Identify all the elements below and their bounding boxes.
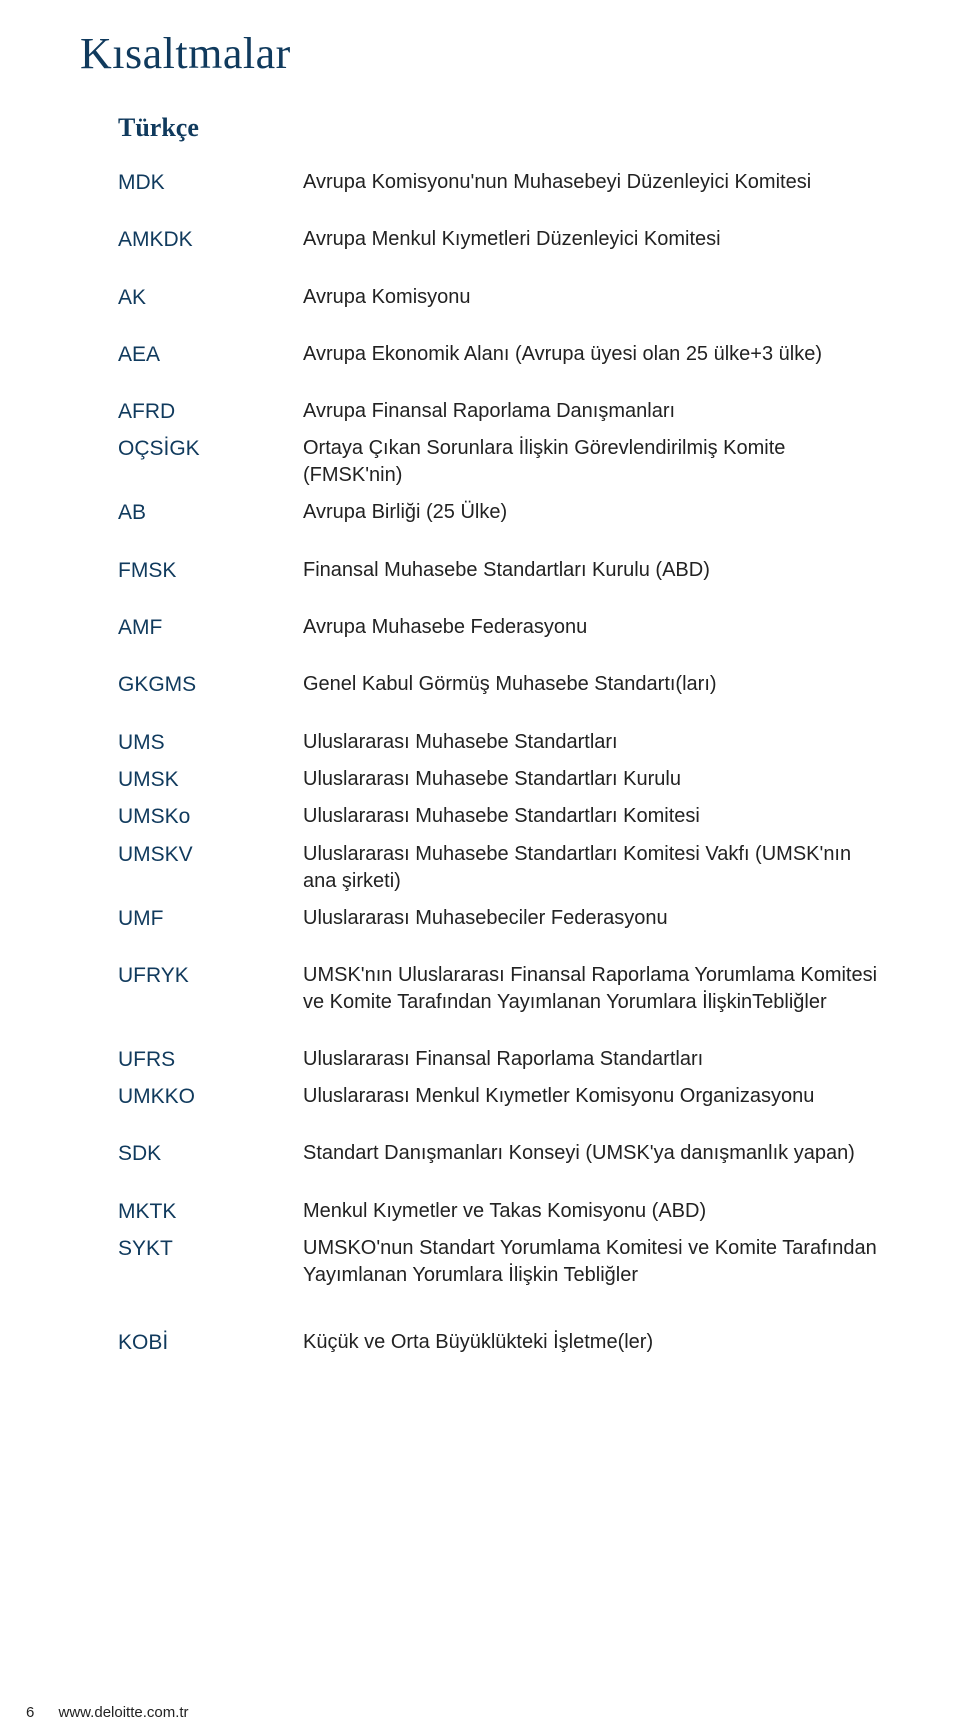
- abbreviation-row: UFRSUluslararası Finansal Raporlama Stan…: [118, 1046, 880, 1073]
- abbreviation-term: UFRS: [118, 1046, 303, 1073]
- page-number: 6: [26, 1704, 34, 1721]
- abbreviation-definition: Ortaya Çıkan Sorunlara İlişkin Görevlend…: [303, 435, 880, 489]
- abbreviation-term: UMSK: [118, 766, 303, 793]
- abbreviation-row: UMSKoUluslararası Muhasebe Standartları …: [118, 803, 880, 830]
- abbreviation-definition: Avrupa Komisyonu: [303, 284, 880, 311]
- page: Kısaltmalar Türkçe MDKAvrupa Komisyonu'n…: [0, 0, 960, 1729]
- abbreviation-list: MDKAvrupa Komisyonu'nun Muhasebeyi Düzen…: [118, 169, 880, 1356]
- abbreviation-term: KOBİ: [118, 1329, 303, 1356]
- abbreviation-term: AMF: [118, 614, 303, 641]
- page-title: Kısaltmalar: [80, 28, 880, 79]
- abbreviation-row: ABAvrupa Birliği (25 Ülke): [118, 499, 880, 526]
- abbreviation-definition: Uluslararası Muhasebe Standartları Komit…: [303, 841, 880, 895]
- abbreviation-row: FMSKFinansal Muhasebe Standartları Kurul…: [118, 557, 880, 584]
- abbreviation-term: FMSK: [118, 557, 303, 584]
- abbreviation-term: SDK: [118, 1140, 303, 1167]
- abbreviation-row: AMFAvrupa Muhasebe Federasyonu: [118, 614, 880, 641]
- abbreviation-definition: Uluslararası Finansal Raporlama Standart…: [303, 1046, 880, 1073]
- abbreviation-row: GKGMSGenel Kabul Görmüş Muhasebe Standar…: [118, 671, 880, 698]
- abbreviation-row: AEAAvrupa Ekonomik Alanı (Avrupa üyesi o…: [118, 341, 880, 368]
- section-subtitle: Türkçe: [118, 113, 880, 143]
- abbreviation-row: SDKStandart Danışmanları Konseyi (UMSK'y…: [118, 1140, 880, 1167]
- abbreviation-definition: UMSKO'nun Standart Yorumlama Komitesi ve…: [303, 1235, 880, 1289]
- abbreviation-row: UMFUluslararası Muhasebeciler Federasyon…: [118, 905, 880, 932]
- abbreviation-term: GKGMS: [118, 671, 303, 698]
- abbreviation-definition: Menkul Kıymetler ve Takas Komisyonu (ABD…: [303, 1198, 880, 1225]
- abbreviation-term: AFRD: [118, 398, 303, 425]
- abbreviation-definition: Avrupa Ekonomik Alanı (Avrupa üyesi olan…: [303, 341, 880, 368]
- abbreviation-term: UMSKV: [118, 841, 303, 868]
- abbreviation-definition: Avrupa Finansal Raporlama Danışmanları: [303, 398, 880, 425]
- abbreviation-row: AFRDAvrupa Finansal Raporlama Danışmanla…: [118, 398, 880, 425]
- abbreviation-term: SYKT: [118, 1235, 303, 1262]
- abbreviation-row: UMSKUluslararası Muhasebe Standartları K…: [118, 766, 880, 793]
- abbreviation-term: UFRYK: [118, 962, 303, 989]
- abbreviation-definition: Standart Danışmanları Konseyi (UMSK'ya d…: [303, 1140, 880, 1167]
- abbreviation-definition: Avrupa Komisyonu'nun Muhasebeyi Düzenley…: [303, 169, 880, 196]
- abbreviation-row: MKTKMenkul Kıymetler ve Takas Komisyonu …: [118, 1198, 880, 1225]
- abbreviation-term: AEA: [118, 341, 303, 368]
- abbreviation-definition: Finansal Muhasebe Standartları Kurulu (A…: [303, 557, 880, 584]
- abbreviation-row: UMSKVUluslararası Muhasebe Standartları …: [118, 841, 880, 895]
- abbreviation-definition: Uluslararası Muhasebe Standartları Kurul…: [303, 766, 880, 793]
- abbreviation-definition: Avrupa Muhasebe Federasyonu: [303, 614, 880, 641]
- abbreviation-row: UFRYKUMSK'nın Uluslararası Finansal Rapo…: [118, 962, 880, 1016]
- abbreviation-row: UMSUluslararası Muhasebe Standartları: [118, 729, 880, 756]
- abbreviation-definition: Uluslararası Menkul Kıymetler Komisyonu …: [303, 1083, 880, 1110]
- abbreviation-term: UMSKo: [118, 803, 303, 830]
- abbreviation-definition: UMSK'nın Uluslararası Finansal Raporlama…: [303, 962, 880, 1016]
- abbreviation-row: KOBİKüçük ve Orta Büyüklükteki İşletme(l…: [118, 1329, 880, 1356]
- page-footer: 6 www.deloitte.com.tr: [26, 1704, 189, 1721]
- abbreviation-row: SYKTUMSKO'nun Standart Yorumlama Komites…: [118, 1235, 880, 1289]
- abbreviation-definition: Uluslararası Muhasebe Standartları: [303, 729, 880, 756]
- abbreviation-term: MKTK: [118, 1198, 303, 1225]
- abbreviation-definition: Küçük ve Orta Büyüklükteki İşletme(ler): [303, 1329, 880, 1356]
- abbreviation-term: UMKKO: [118, 1083, 303, 1110]
- abbreviation-term: OÇSİGK: [118, 435, 303, 462]
- abbreviation-definition: Uluslararası Muhasebeciler Federasyonu: [303, 905, 880, 932]
- abbreviation-row: OÇSİGKOrtaya Çıkan Sorunlara İlişkin Gör…: [118, 435, 880, 489]
- abbreviation-term: AMKDK: [118, 226, 303, 253]
- abbreviation-term: UMS: [118, 729, 303, 756]
- abbreviation-row: UMKKOUluslararası Menkul Kıymetler Komis…: [118, 1083, 880, 1110]
- abbreviation-term: AB: [118, 499, 303, 526]
- footer-url: www.deloitte.com.tr: [59, 1704, 189, 1721]
- abbreviation-row: AMKDKAvrupa Menkul Kıymetleri Düzenleyic…: [118, 226, 880, 253]
- abbreviation-term: MDK: [118, 169, 303, 196]
- abbreviation-definition: Avrupa Birliği (25 Ülke): [303, 499, 880, 526]
- abbreviation-term: UMF: [118, 905, 303, 932]
- abbreviation-definition: Genel Kabul Görmüş Muhasebe Standartı(la…: [303, 671, 880, 698]
- abbreviation-row: AKAvrupa Komisyonu: [118, 284, 880, 311]
- abbreviation-row: MDKAvrupa Komisyonu'nun Muhasebeyi Düzen…: [118, 169, 880, 196]
- abbreviation-definition: Uluslararası Muhasebe Standartları Komit…: [303, 803, 880, 830]
- abbreviation-definition: Avrupa Menkul Kıymetleri Düzenleyici Kom…: [303, 226, 880, 253]
- abbreviation-term: AK: [118, 284, 303, 311]
